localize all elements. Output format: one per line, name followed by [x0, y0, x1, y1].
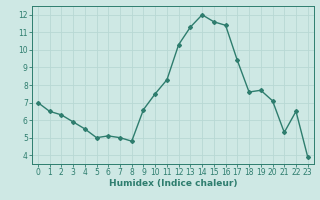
X-axis label: Humidex (Indice chaleur): Humidex (Indice chaleur)	[108, 179, 237, 188]
